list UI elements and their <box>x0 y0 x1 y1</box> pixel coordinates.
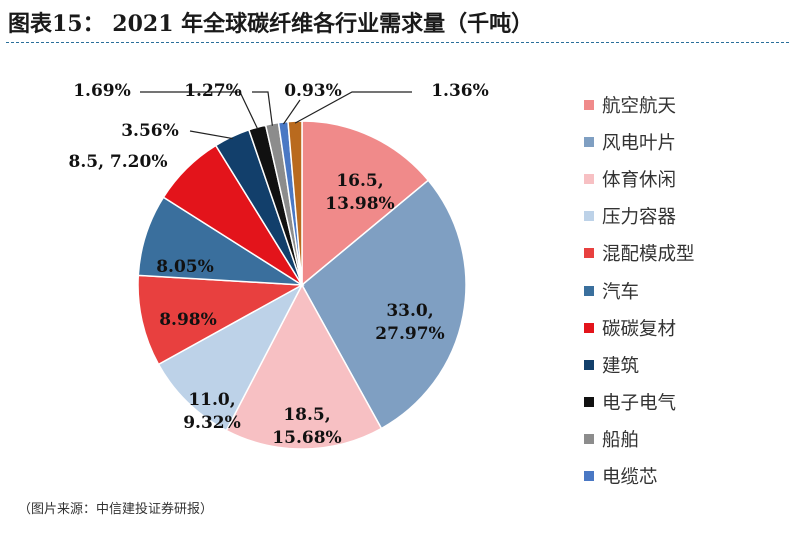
legend-swatch <box>584 248 594 259</box>
legend-item-1: 航空航天 <box>584 86 784 123</box>
legend-item-10: 船舶 <box>584 421 784 458</box>
legend-label: 电缆芯 <box>602 467 658 489</box>
legend-swatch <box>584 434 594 445</box>
legend-label: 船舶 <box>602 430 640 452</box>
legend-item-4: 压力容器 <box>584 198 784 235</box>
slice-percent-label-6: 8.05% <box>156 257 214 277</box>
legend-swatch <box>584 211 594 222</box>
legend-item-7: 碳碳复材 <box>584 309 784 346</box>
legend-item-8: 建筑 <box>584 346 784 383</box>
slice-percent-label-5: 8.98% <box>159 310 217 330</box>
slice-outer-label-11: 0.93% <box>284 81 342 101</box>
slice-outer-label-8: 3.56% <box>121 121 179 141</box>
legend-swatch <box>584 397 594 408</box>
slice-percent-label-1: 13.98% <box>325 194 394 214</box>
legend-label: 汽车 <box>602 281 640 303</box>
legend-item-2: 风电叶片 <box>584 123 784 160</box>
legend-item-5: 混配模成型 <box>584 235 784 272</box>
legend-label: 风电叶片 <box>602 132 677 154</box>
legend-swatch <box>584 99 594 110</box>
legend-label: 碳碳复材 <box>602 318 677 340</box>
pie-slice-1 <box>301 120 430 287</box>
legend-item-6: 汽车 <box>584 272 784 309</box>
legend-item-3: 体育休闲 <box>584 160 784 197</box>
source-note: （图片来源：中信建投证券研报） <box>18 502 214 517</box>
slice-percent-label-3: 15.68% <box>272 428 341 448</box>
leader-line-8 <box>189 130 233 140</box>
leader-lines <box>140 91 412 140</box>
pie-slice-2 <box>301 179 467 430</box>
leader-line-11 <box>282 99 301 125</box>
legend-label: 建筑 <box>602 355 640 377</box>
legend-label: 体育休闲 <box>602 169 677 191</box>
chart-title: 图表15： 2021 年全球碳纤维各行业需求量（千吨） <box>8 11 534 37</box>
legend-swatch <box>584 173 594 184</box>
legend-swatch <box>584 322 594 333</box>
slice-percent-label-4: 9.32% <box>183 413 241 433</box>
slice-value-label-3: 18.5, <box>283 405 330 425</box>
pie-slice-5 <box>137 274 305 366</box>
title-divider <box>6 42 789 43</box>
leader-line-12 <box>294 91 412 124</box>
pie-slice-3 <box>225 283 383 450</box>
legend-swatch <box>584 471 594 482</box>
pie-slices <box>137 120 467 450</box>
pie-slice-12 <box>287 120 303 286</box>
legend-label: 电子电气 <box>602 393 677 415</box>
legend-item-11: 电缆芯 <box>584 458 784 495</box>
legend-label: 压力容器 <box>602 207 677 229</box>
leader-line-9 <box>140 91 259 130</box>
legend: 航空航天风电叶片体育休闲压力容器混配模成型汽车碳碳复材建筑电子电气船舶电缆芯 <box>584 86 784 495</box>
pie-slice-4 <box>157 283 304 432</box>
slice-outer-label-10: 1.27% <box>184 81 242 101</box>
legend-item-9: 电子电气 <box>584 384 784 421</box>
slice-value-label-1: 16.5, <box>336 171 383 191</box>
legend-swatch <box>584 136 594 147</box>
slice-outer-label-9: 1.69% <box>73 81 131 101</box>
legend-label: 航空航天 <box>602 95 677 117</box>
slice-outer-label-12: 1.36% <box>431 81 489 101</box>
slice-value-label-4: 11.0, <box>188 390 235 410</box>
leader-line-10 <box>252 91 273 126</box>
legend-label: 混配模成型 <box>602 244 695 266</box>
slice-labels: 16.5, 13.98% 33.0, 27.97% 18.5, 15.68% 11.0, 9.… <box>69 81 489 448</box>
legend-swatch <box>584 285 594 296</box>
legend-swatch <box>584 359 594 370</box>
slice-percent-label-2: 27.97% <box>375 324 444 344</box>
slice-outer-label-7: 8.5, 7.20% <box>69 152 168 172</box>
slice-value-label-2: 33.0, <box>386 301 433 321</box>
